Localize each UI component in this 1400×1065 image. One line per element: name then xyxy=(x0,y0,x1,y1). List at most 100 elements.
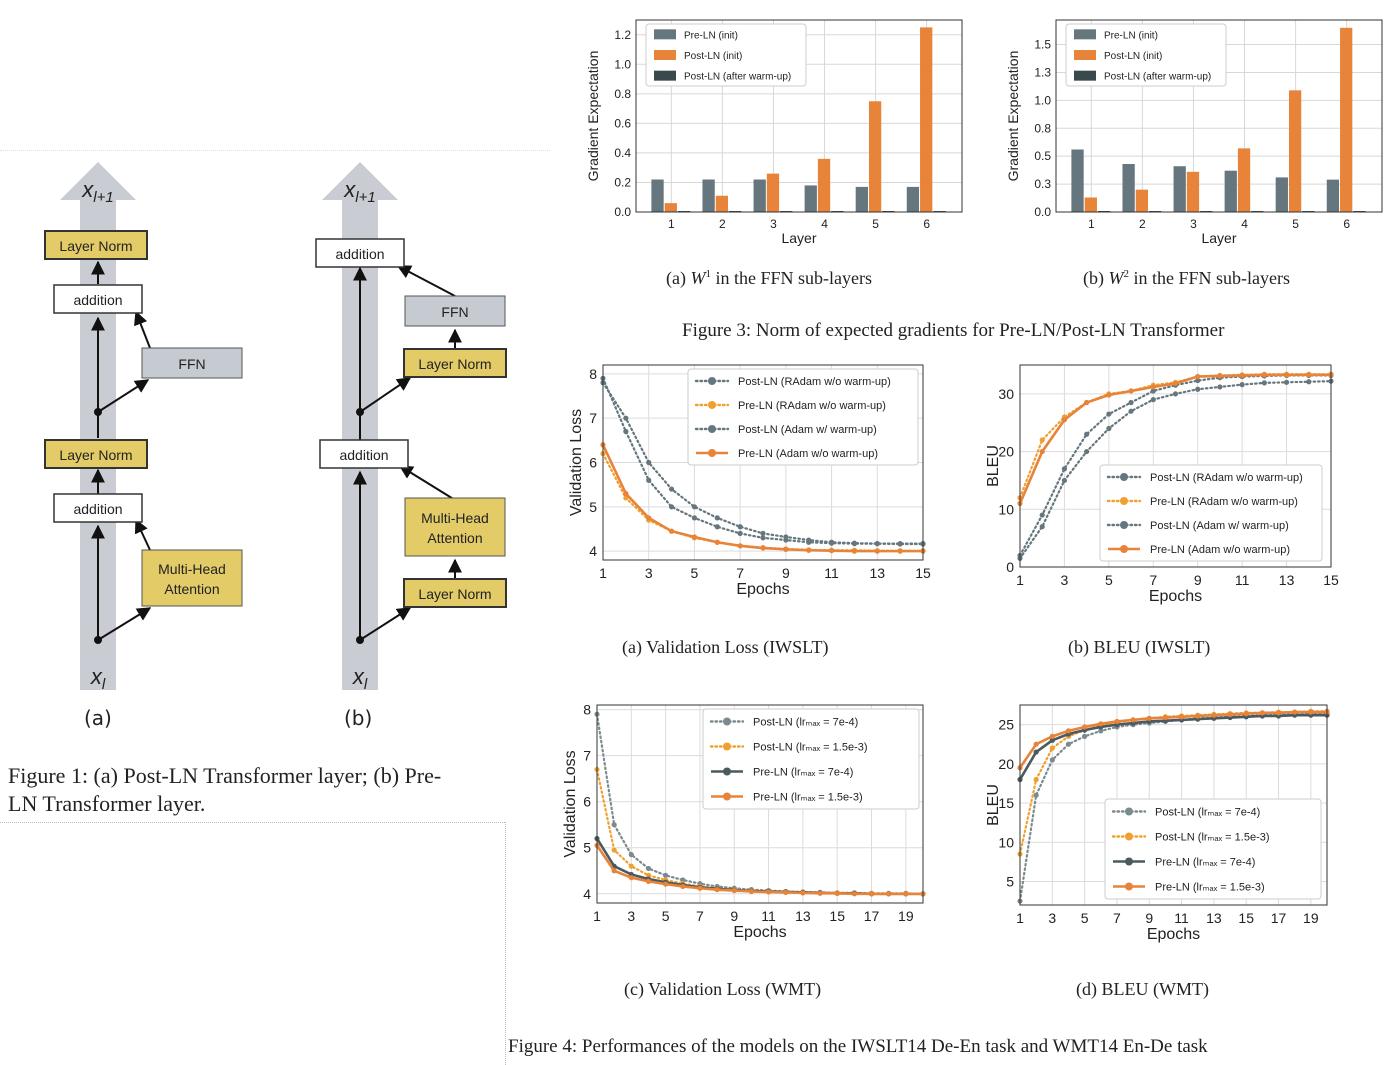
legend-marker xyxy=(708,401,716,409)
x-tick-label: 3 xyxy=(627,908,635,924)
y-tick-label: 0.2 xyxy=(614,175,631,189)
x-tick-label: 7 xyxy=(736,565,744,581)
svg-text:addition: addition xyxy=(335,246,384,262)
x-tick-label: 15 xyxy=(915,565,931,581)
plot-frame xyxy=(602,364,924,561)
y-tick-label: 8 xyxy=(583,702,591,718)
bar xyxy=(1186,171,1200,212)
data-point xyxy=(834,890,840,896)
x-tick-label: 4 xyxy=(821,217,828,231)
x-tick-label: 1 xyxy=(599,565,607,581)
x-axis-label: Epochs xyxy=(736,581,789,598)
data-point xyxy=(1150,397,1156,403)
y-tick-label: 0.0 xyxy=(614,205,631,219)
data-point xyxy=(1306,379,1312,385)
x-tick-label: 7 xyxy=(1149,572,1157,588)
legend-label: Post-LN (Adam w/ warm-up) xyxy=(738,424,877,436)
bar xyxy=(906,186,920,212)
data-point xyxy=(628,863,634,869)
panel-b-attention: Multi-Head Attention xyxy=(404,497,506,557)
data-point xyxy=(874,541,880,547)
divider-left xyxy=(0,822,505,823)
bar xyxy=(1224,170,1237,212)
data-point xyxy=(1195,386,1201,392)
legend-marker xyxy=(1125,807,1133,816)
data-point xyxy=(628,852,634,858)
panel-a-addition-bottom: addition xyxy=(53,493,143,523)
data-point xyxy=(1275,710,1282,716)
data-point xyxy=(1261,380,1267,386)
legend-marker xyxy=(723,717,731,726)
legend-box xyxy=(687,368,919,466)
data-point xyxy=(1039,448,1045,455)
panel-a-layer-norm-top: Layer Norm xyxy=(44,230,148,260)
data-point xyxy=(646,477,652,483)
plot-frame xyxy=(635,19,963,213)
y-tick-label: 0.5 xyxy=(1034,149,1051,163)
y-tick-label: 10 xyxy=(998,501,1014,517)
data-point xyxy=(1259,710,1265,716)
y-tick-label: 25 xyxy=(998,717,1014,733)
data-point xyxy=(1150,388,1156,394)
data-point xyxy=(1106,392,1112,398)
data-point xyxy=(668,504,675,510)
data-point xyxy=(1098,721,1104,727)
data-point xyxy=(1084,431,1090,437)
data-point xyxy=(1065,728,1072,734)
legend-marker xyxy=(708,377,716,385)
fig3a-caption: (a) W1 in the FFN sub-layers xyxy=(666,268,872,288)
bar xyxy=(1122,164,1135,212)
data-point xyxy=(760,545,766,551)
data-point xyxy=(1172,380,1179,387)
bar xyxy=(868,101,882,212)
data-point xyxy=(1039,512,1045,518)
x-tick-label: 5 xyxy=(662,908,670,924)
y-tick-label: 1.2 xyxy=(614,28,631,42)
data-point xyxy=(737,524,743,530)
fig3b-caption: (b) W2 in the FFN sub-layers xyxy=(1083,268,1290,288)
legend-label: Pre-LN (init) xyxy=(684,30,738,41)
data-point xyxy=(868,891,875,897)
data-point xyxy=(1128,408,1134,414)
x-axis-label: Epochs xyxy=(1147,926,1200,943)
data-point xyxy=(1049,745,1055,751)
bar xyxy=(817,158,831,212)
data-point xyxy=(800,890,806,896)
legend-label: Post-LN (after warm-up) xyxy=(1104,72,1211,83)
x-tick-label: 11 xyxy=(1235,572,1250,588)
y-tick-label: 0.8 xyxy=(1034,121,1051,135)
legend-swatch xyxy=(1074,70,1096,81)
panel-a-letter: (a) xyxy=(84,706,112,730)
data-point xyxy=(1106,425,1112,432)
data-point xyxy=(760,535,766,541)
data-point xyxy=(903,891,909,897)
fig4b-caption: (b) BLEU (IWSLT) xyxy=(1068,637,1211,657)
fig4d-caption: (d) BLEU (WMT) xyxy=(1076,979,1209,999)
data-point xyxy=(680,883,686,890)
bar xyxy=(1071,149,1084,212)
data-point xyxy=(1150,384,1156,390)
legend-marker xyxy=(1120,497,1128,505)
y-tick-label: 20 xyxy=(998,444,1014,460)
data-point xyxy=(691,504,698,510)
y-tick-label: 7 xyxy=(589,410,597,426)
data-point xyxy=(851,548,858,554)
data-point xyxy=(1146,715,1152,721)
legend-marker xyxy=(1120,473,1128,481)
data-point xyxy=(714,887,720,893)
svg-text:Attention: Attention xyxy=(427,530,482,546)
data-point xyxy=(1306,372,1312,378)
legend-swatch xyxy=(1074,29,1096,40)
divider-top xyxy=(0,150,550,151)
data-point xyxy=(1195,377,1201,384)
data-point xyxy=(623,428,629,435)
x-tick-label: 15 xyxy=(1238,910,1254,926)
svg-text:Layer Norm: Layer Norm xyxy=(418,586,491,602)
legend-box xyxy=(702,708,920,810)
data-point xyxy=(611,847,617,853)
bar xyxy=(1340,27,1353,213)
data-point xyxy=(697,885,703,891)
legend-label: Post-LN (init) xyxy=(684,51,742,62)
legend-box xyxy=(1104,798,1322,900)
